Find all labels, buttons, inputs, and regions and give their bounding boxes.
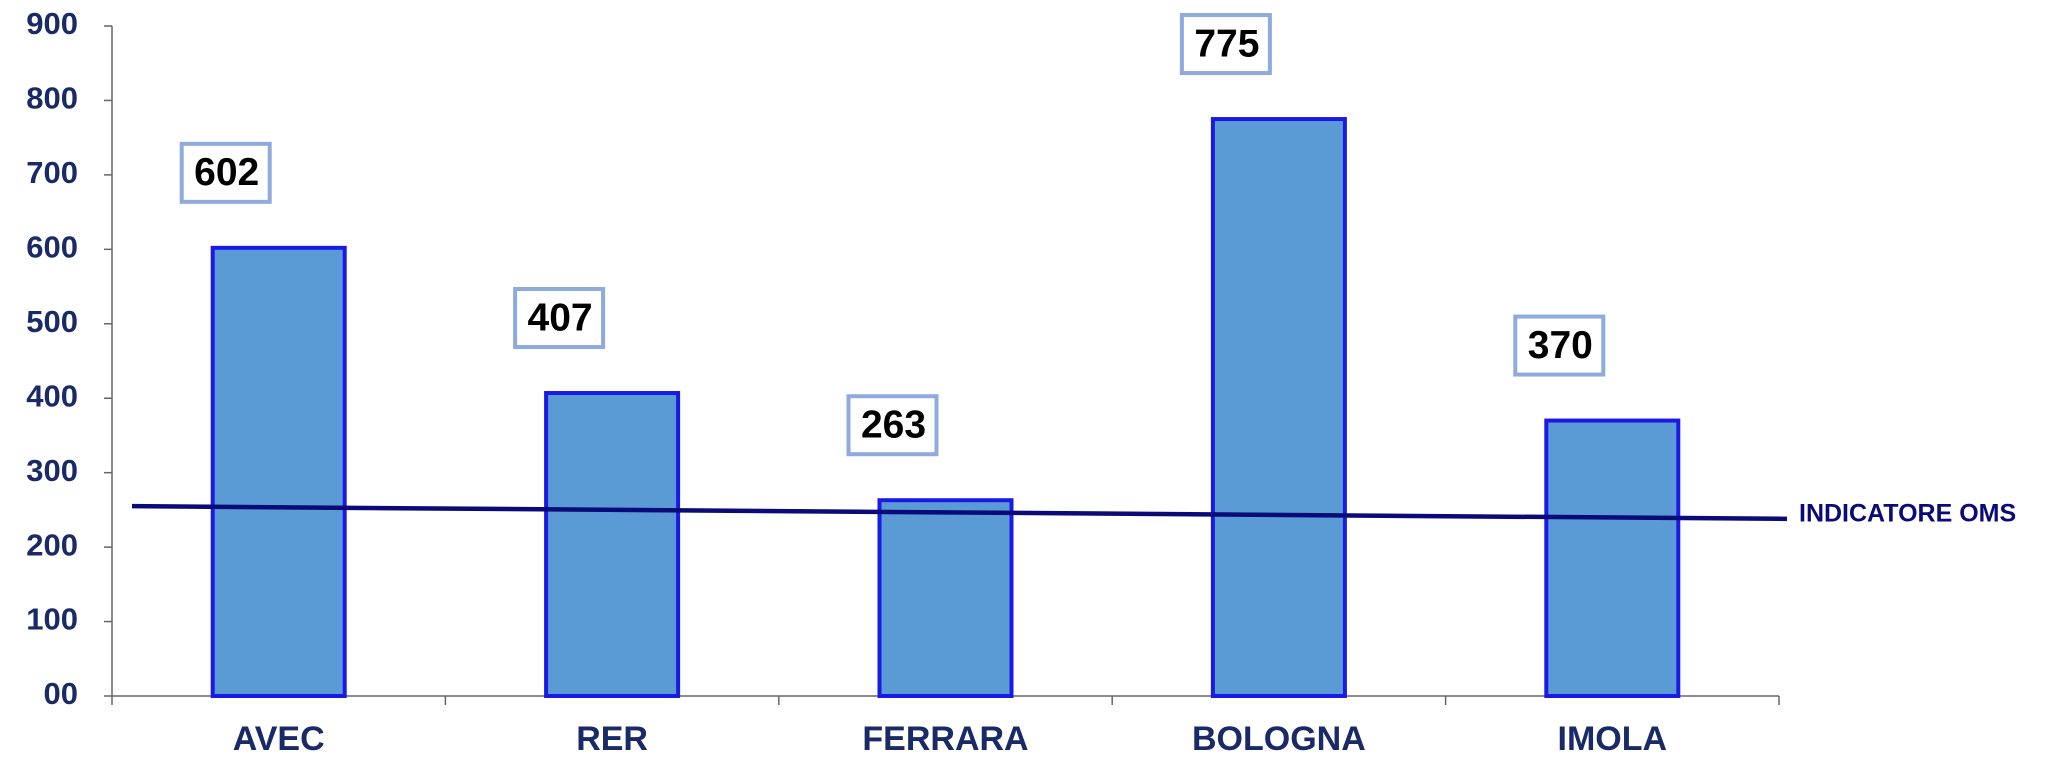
data-label-box [1513, 314, 1606, 377]
reference-line [131, 503, 1788, 522]
y-tick-label: 700 [26, 155, 78, 190]
y-tick-label: 500 [26, 304, 78, 339]
data-label-box [179, 141, 272, 204]
y-tick-label: 200 [26, 527, 78, 562]
data-label: 263 [861, 404, 926, 447]
data-label: 602 [194, 151, 259, 194]
bar [1544, 418, 1681, 698]
y-tick-label: 300 [26, 453, 78, 488]
data-label-box [1179, 13, 1272, 76]
x-tick-label: BOLOGNA [1192, 720, 1366, 758]
x-tick-label: IMOLA [1558, 720, 1668, 758]
y-tick-label: 600 [26, 230, 78, 265]
x-tick-label: RER [576, 720, 648, 758]
y-tick-label: 400 [26, 378, 78, 413]
data-label-box [846, 394, 939, 457]
bar [1210, 117, 1347, 699]
x-tick-label: AVEC [233, 720, 325, 758]
data-label-box [513, 287, 606, 350]
x-tick-label: FERRARA [862, 720, 1028, 758]
bar [544, 391, 681, 698]
data-label: 370 [1528, 324, 1593, 367]
bar [877, 498, 1014, 699]
y-tick-label: 900 [26, 6, 78, 41]
reference-label: INDICATORE OMS [1799, 499, 2016, 527]
y-tick-label: 00 [44, 676, 78, 711]
y-tick-label: 800 [26, 81, 78, 116]
data-label: 407 [528, 296, 593, 339]
data-label: 775 [1194, 22, 1259, 65]
y-tick-label: 100 [26, 602, 78, 637]
bar [210, 245, 347, 698]
